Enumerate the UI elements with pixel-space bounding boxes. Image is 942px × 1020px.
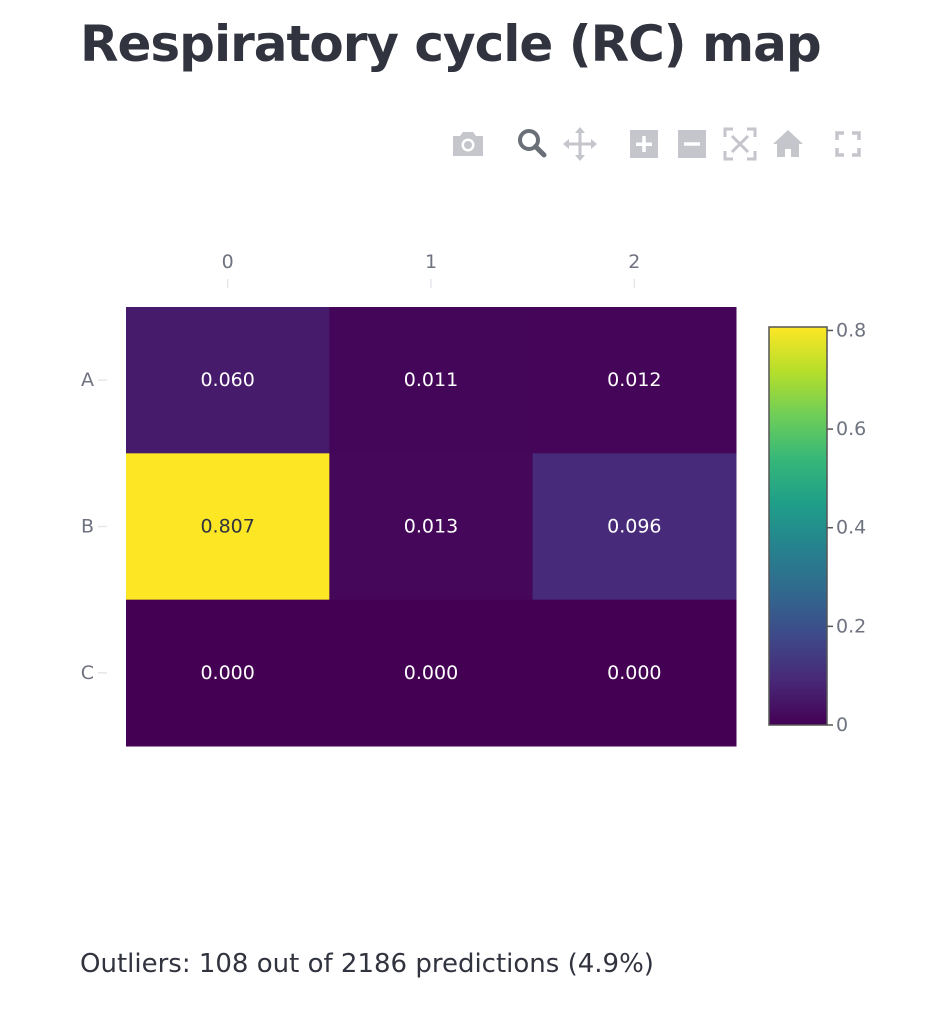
- x-tick-label: 1: [425, 251, 437, 273]
- heatmap-cell-label: 0.807: [200, 516, 254, 538]
- home-icon[interactable]: [768, 124, 808, 164]
- colorbar-tick-label: 0.6: [836, 418, 866, 440]
- heatmap-cell-label: 0.000: [404, 662, 458, 684]
- y-tick-label: B: [81, 516, 94, 538]
- zoom-out-icon[interactable]: [672, 124, 712, 164]
- heatmap-cell[interactable]: [329, 599, 534, 747]
- heatmap-cell-labels: 0.060 0.011 0.012 0.807 0.013 0.096 0.000 0.000…: [200, 369, 661, 684]
- heatmap-cell[interactable]: [532, 453, 737, 601]
- x-axis: 0 1 2: [222, 251, 640, 288]
- camera-icon[interactable]: [448, 124, 488, 164]
- colorbar-tick-label: 0.4: [836, 517, 866, 539]
- y-tick-label: A: [81, 369, 94, 391]
- x-tick-label: 0: [222, 251, 234, 273]
- heatmap-cell-label: 0.096: [607, 516, 661, 538]
- x-tick-label: 2: [628, 251, 640, 273]
- heatmap-cell[interactable]: [126, 599, 330, 747]
- heatmap-cell[interactable]: [532, 307, 737, 454]
- y-tick-label: C: [81, 662, 94, 684]
- heatmap-cells: [126, 307, 737, 747]
- colorbar-tick-label: 0: [836, 714, 848, 736]
- heatmap-cell[interactable]: [329, 453, 534, 601]
- pan-icon[interactable]: [560, 124, 600, 164]
- heatmap-cell[interactable]: [126, 307, 330, 454]
- colorbar-tick-label: 0.8: [836, 319, 866, 341]
- heatmap-cell[interactable]: [126, 453, 330, 601]
- heatmap-cell-label: 0.012: [607, 369, 661, 391]
- heatmap-cell-label: 0.011: [404, 369, 458, 391]
- heatmap-cell-label: 0.060: [200, 369, 254, 391]
- zoom-icon[interactable]: [512, 124, 552, 164]
- heatmap-cell-label: 0.013: [404, 516, 458, 538]
- colorbar-tick-label: 0.2: [836, 615, 866, 637]
- heatmap-cell-label: 0.000: [200, 662, 254, 684]
- colorbar-gradient: [768, 326, 828, 726]
- heatmap-cell[interactable]: [329, 307, 534, 454]
- page-title: Respiratory cycle (RC) map: [80, 15, 822, 73]
- colorbar: 0 0.2 0.4 0.6 0.8: [768, 319, 866, 736]
- fullscreen-icon[interactable]: [828, 124, 868, 164]
- colorbar-ticks: 0 0.2 0.4 0.6 0.8: [827, 319, 866, 736]
- autoscale-icon[interactable]: [720, 124, 760, 164]
- outliers-summary: Outliers: 108 out of 2186 predictions (4…: [80, 949, 654, 979]
- heatmap-cell[interactable]: [532, 599, 737, 747]
- heatmap-chart[interactable]: 0.060 0.011 0.012 0.807 0.013 0.096 0.000 0.000…: [0, 180, 942, 780]
- zoom-in-icon[interactable]: [624, 124, 664, 164]
- y-axis: A B C: [81, 369, 107, 684]
- heatmap-cell-label: 0.000: [607, 662, 661, 684]
